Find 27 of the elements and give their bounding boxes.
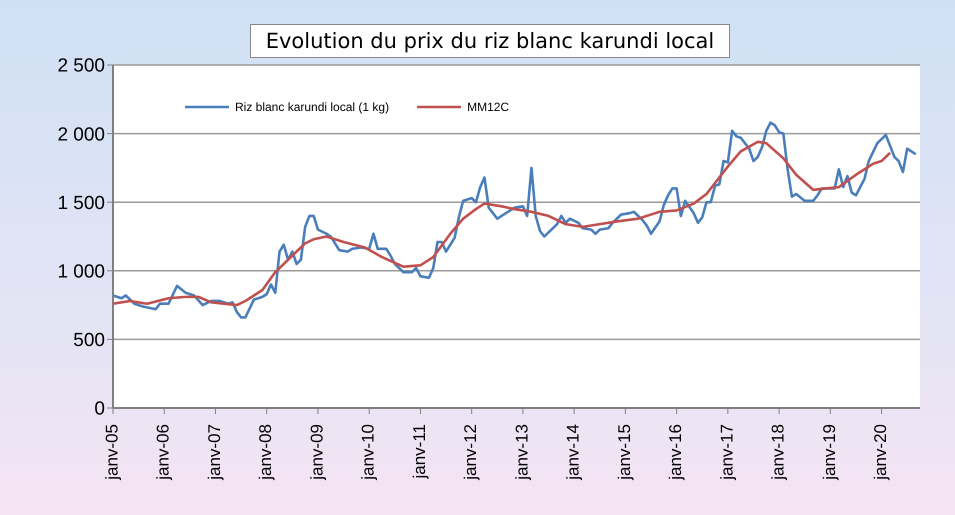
x-tick-label: janv-16 <box>666 424 686 481</box>
legend-label: Riz blanc karundi local (1 kg) <box>235 100 390 114</box>
line-series <box>113 140 892 306</box>
y-tick-label: 0 <box>94 398 105 420</box>
chart-title: Evolution du prix du riz blanc karundi local <box>250 24 730 58</box>
x-tick-label: janv-05 <box>102 424 122 481</box>
x-tick-label: janv-20 <box>871 424 890 481</box>
y-tick-label: 1 500 <box>57 192 105 214</box>
x-tick-label: janv-12 <box>461 424 480 481</box>
y-tick-label: 2 500 <box>57 56 105 77</box>
x-tick-label: janv-08 <box>256 424 276 481</box>
line-series <box>113 121 918 319</box>
legend-label: MM12C <box>467 100 510 114</box>
y-tick-label: 1 000 <box>57 262 105 283</box>
x-tick-label: janv-09 <box>307 424 326 481</box>
x-tick-label: janv-14 <box>564 424 583 481</box>
x-tick-label: janv-18 <box>768 424 788 481</box>
x-tick-label: janv-13 <box>512 424 532 481</box>
x-tick-label: janv-19 <box>820 424 839 481</box>
x-tick-label: janv-11 <box>410 424 429 480</box>
x-tick-label: janv-10 <box>358 424 378 481</box>
x-tick-label: janv-15 <box>614 424 634 481</box>
x-tick-label: janv-17 <box>717 424 736 481</box>
y-tick-label: 500 <box>73 330 105 352</box>
x-tick-label: janv-06 <box>154 424 173 481</box>
x-tick-label: janv-07 <box>204 424 224 481</box>
y-tick-label: 2 000 <box>57 124 105 146</box>
